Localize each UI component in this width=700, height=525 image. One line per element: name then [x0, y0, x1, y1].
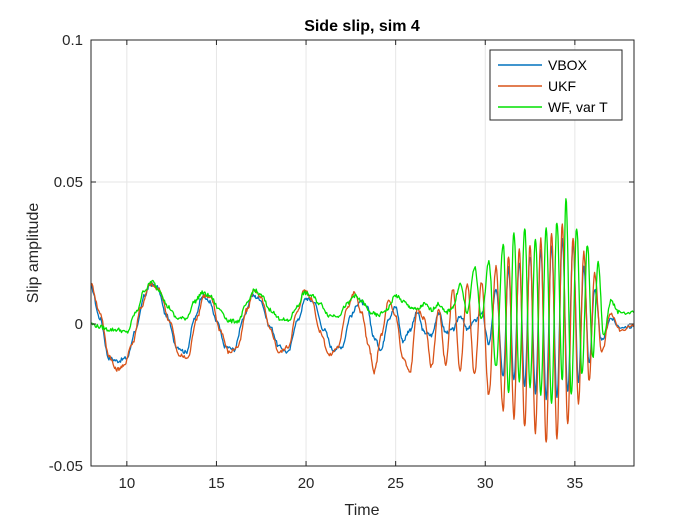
axis-ticks: 10 15 20 25 30 35 -0.05 0 0.05 0.1: [49, 32, 634, 492]
legend-label: WF, var T: [548, 99, 608, 115]
series-line-wf-var-t: [91, 198, 634, 404]
x-tick-label: 10: [118, 475, 135, 492]
legend: VBOX UKF WF, var T: [489, 49, 623, 121]
legend-box: [489, 49, 623, 121]
x-axis-label: Time: [345, 502, 380, 519]
series-line-vbox: [91, 238, 634, 401]
y-tick-label: 0.1: [62, 32, 83, 49]
chart-title: Side slip, sim 4: [304, 18, 420, 35]
x-tick-label: 20: [298, 475, 315, 492]
y-axis-label: Slip amplitude: [25, 203, 42, 304]
y-tick-label: 0: [75, 316, 83, 333]
y-tick-label: -0.05: [49, 458, 83, 475]
x-tick-label: 15: [208, 475, 225, 492]
legend-label: UKF: [548, 78, 576, 94]
axes-box: [90, 39, 635, 467]
legend-label: VBOX: [548, 57, 588, 73]
x-tick-label: 35: [567, 475, 584, 492]
series-lines: [91, 198, 634, 443]
x-tick-label: 30: [477, 475, 494, 492]
y-tick-label: 0.05: [54, 174, 83, 191]
series-line-ukf: [91, 223, 634, 443]
x-tick-label: 25: [387, 475, 404, 492]
